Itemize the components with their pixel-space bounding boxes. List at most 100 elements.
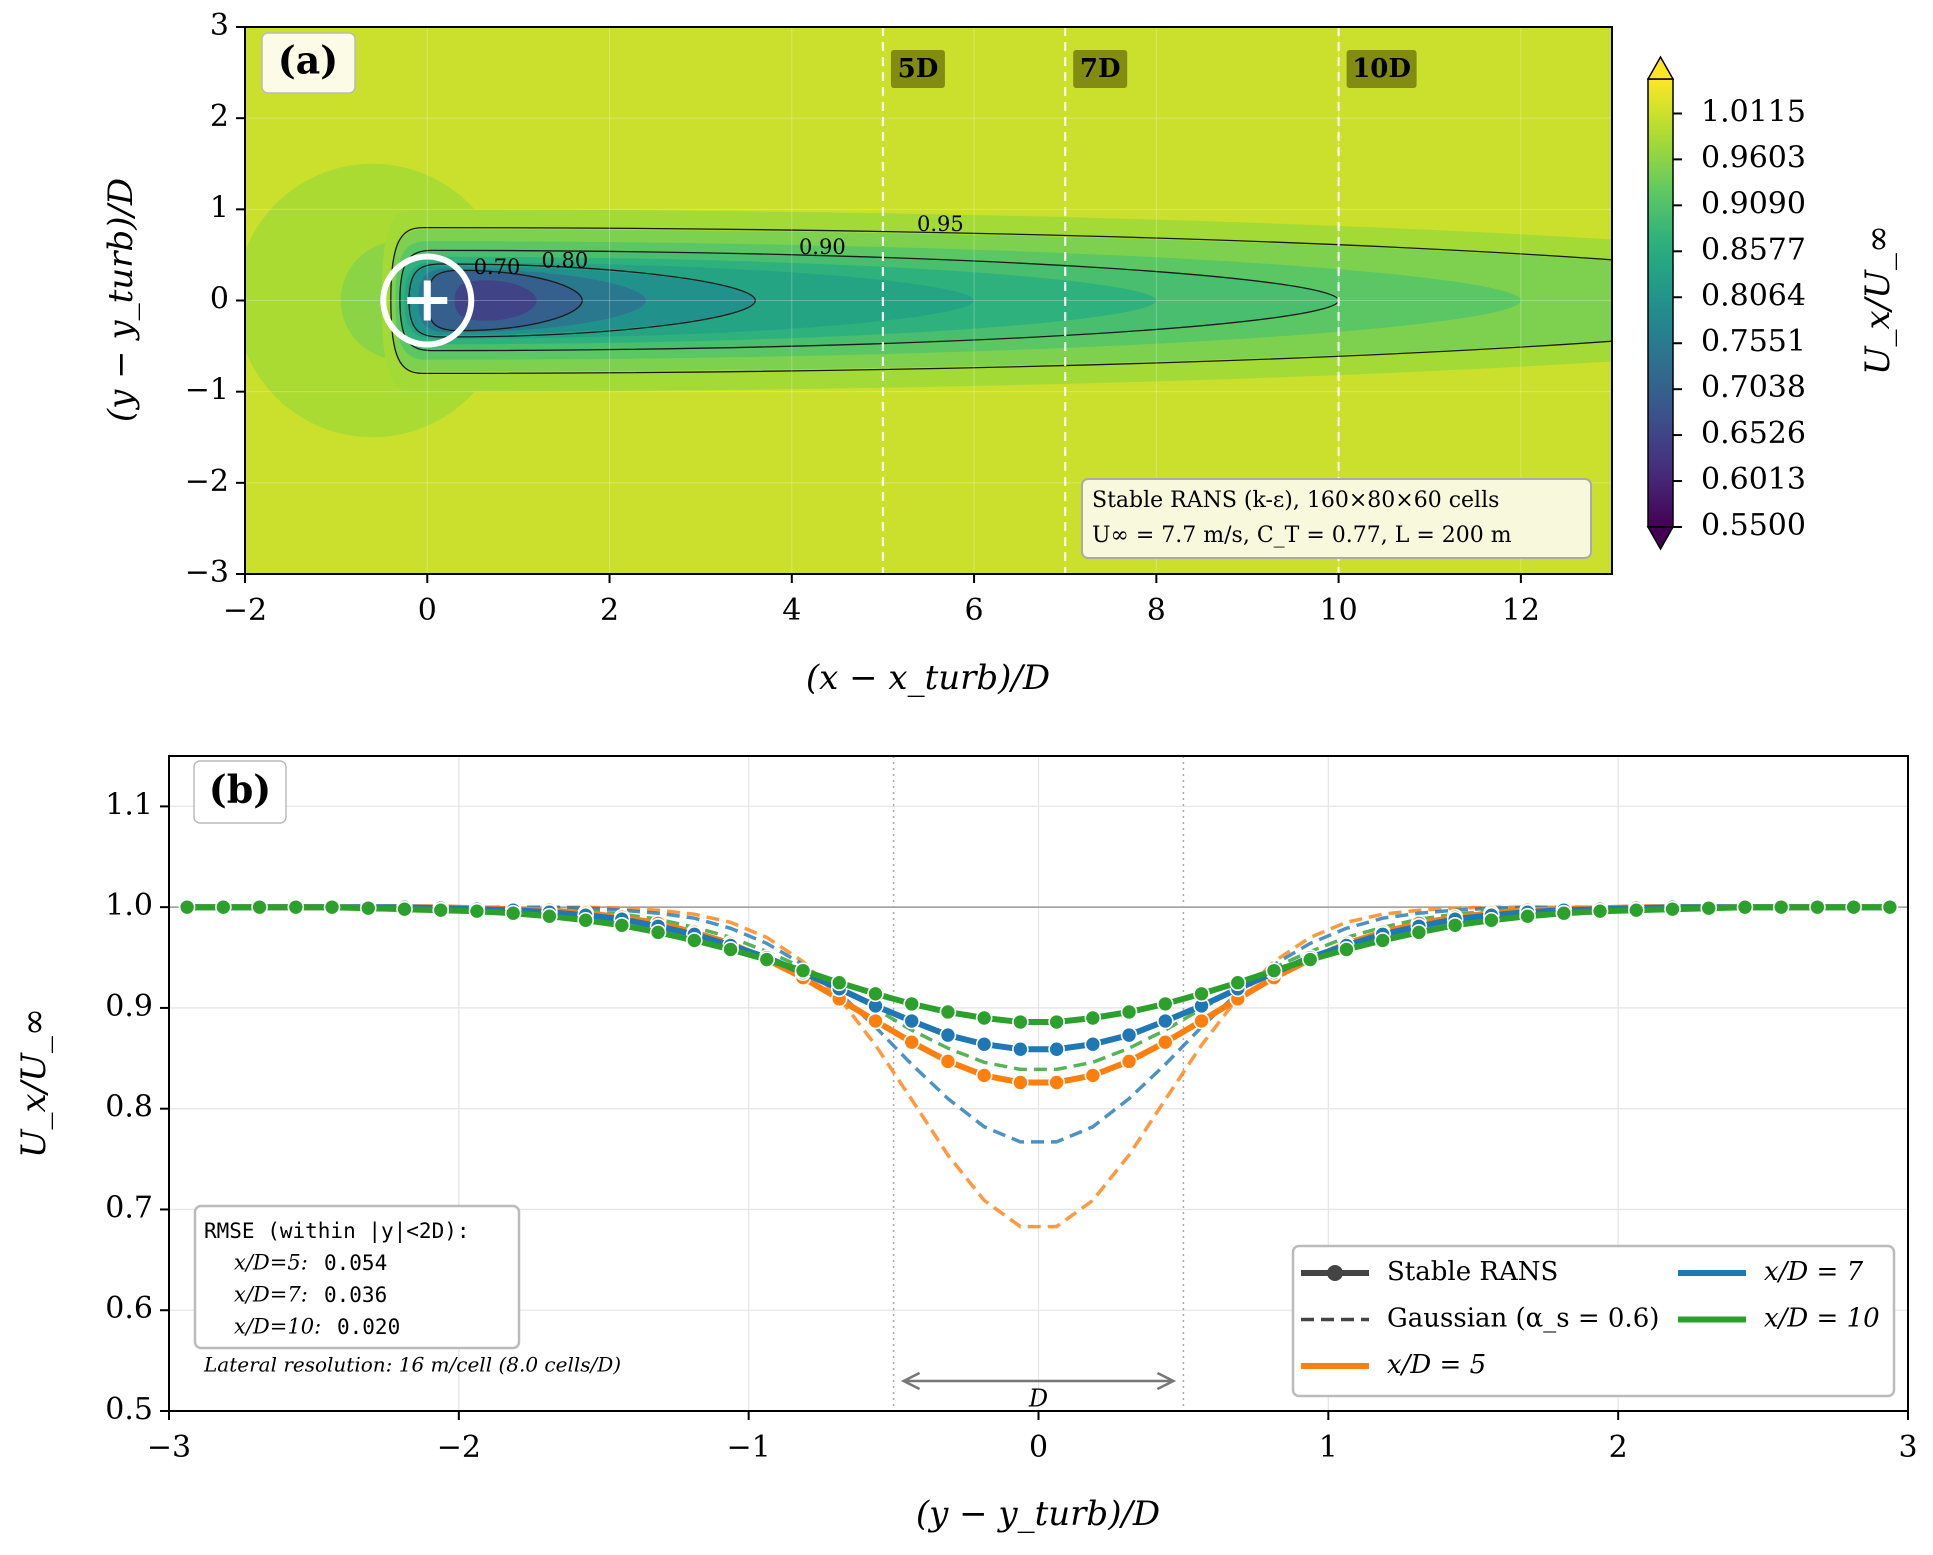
rans-marker: [1048, 1074, 1065, 1091]
rotor-arrow: [900, 1371, 1177, 1391]
panel-label-box: [193, 760, 287, 824]
downstream-label-box: [1073, 50, 1128, 88]
y-tick-label: 1.1: [105, 787, 153, 822]
panel-label-box: [261, 32, 356, 94]
y-tick-label: 0.5: [105, 1392, 153, 1427]
colorbar-tick-label: 0.9603: [1701, 140, 1806, 175]
rans-marker: [794, 962, 812, 979]
y-tick-label: 2: [210, 99, 229, 134]
x-tick-label: 0: [1029, 1430, 1048, 1465]
rans-marker: [686, 932, 703, 949]
rans-marker: [1845, 898, 1862, 916]
annotation: Stable RANS (k-ε), 160×80×60 cells: [1092, 488, 1499, 513]
x-tick-label: −3: [147, 1430, 191, 1465]
colorbar-tick-label: 0.5500: [1701, 508, 1806, 543]
rans-marker: [1084, 1035, 1102, 1053]
downstream-label: 10D: [1352, 54, 1411, 84]
x-tick-label: 6: [965, 593, 984, 628]
rans-marker: [1301, 951, 1319, 968]
panel-label: (a): [278, 38, 339, 83]
rans-marker: [939, 1053, 957, 1070]
rans-marker: [867, 985, 884, 1003]
y-tick-label: −1: [185, 373, 229, 408]
rans-marker: [867, 1012, 884, 1030]
rotor-label: D: [1028, 1385, 1048, 1413]
rmse-box: [193, 1204, 521, 1350]
rans-marker: [613, 916, 631, 934]
rans-marker: [830, 974, 848, 992]
y-tick-label: 0.8: [105, 1090, 153, 1125]
rmse-value: 0.054: [324, 1251, 387, 1275]
x-tick-label: −2: [437, 1430, 481, 1465]
rans-marker: [1519, 907, 1536, 925]
x-tick-label: 2: [1609, 1430, 1628, 1465]
x-tick-label: 0: [418, 593, 437, 628]
downstream-label-box: [890, 50, 945, 88]
rans-marker: [178, 898, 196, 916]
x-tick-label: 1: [1319, 1430, 1338, 1465]
y-tick-label: −2: [185, 464, 229, 499]
rans-marker: [1157, 995, 1174, 1013]
y-tick-label: 3: [210, 8, 229, 43]
annotation: U∞ = 7.7 m/s, C_T = 0.77, L = 200 m: [1092, 523, 1512, 548]
downstream-label: 5D: [898, 54, 939, 84]
rans-marker: [1265, 962, 1283, 979]
rans-marker: [1048, 1040, 1065, 1058]
note: Lateral resolution: 16 m/cell (8.0 cells…: [203, 1353, 621, 1377]
rans-marker: [903, 1033, 920, 1051]
legend-label: x/D = 7: [1764, 1257, 1864, 1287]
rans-marker: [1483, 911, 1500, 929]
rans-marker: [1664, 900, 1681, 918]
rans-marker: [1229, 974, 1247, 992]
rans-marker: [1809, 898, 1826, 916]
y-axis-label: (y − y_turb)/D: [101, 178, 141, 422]
rmse-label: x/D=5:: [234, 1251, 308, 1275]
profiles: [169, 756, 1908, 1411]
rans-marker: [1157, 1012, 1174, 1030]
legend-label: x/D = 10: [1764, 1304, 1880, 1334]
rans-marker: [287, 898, 305, 916]
y-axis-label: U_x/U_∞: [14, 1008, 54, 1158]
colorbar-tick-label: 0.6013: [1701, 462, 1806, 497]
rans-marker: [1555, 904, 1573, 922]
field: 0.95 0.90 0.80 0.70: [245, 27, 1612, 574]
rans-marker: [649, 924, 667, 941]
colorbar-tick-label: 0.7038: [1701, 370, 1806, 405]
rans-marker: [251, 898, 268, 916]
rans-marker: [1012, 1013, 1029, 1031]
wake-region: [454, 280, 537, 321]
rmse-title: RMSE (within |y|<2D):: [204, 1219, 470, 1244]
rans-marker: [1084, 1067, 1102, 1084]
contour-label: 0.80: [541, 249, 588, 273]
y-tick-label: 1.0: [105, 888, 153, 923]
rans-marker: [504, 904, 522, 922]
rans-marker: [1084, 1009, 1102, 1027]
rans-marker: [1736, 898, 1754, 916]
rans-marker: [432, 901, 450, 919]
y-tick-label: 0.9: [105, 989, 153, 1024]
colorbar-tick-label: 0.9090: [1701, 186, 1806, 221]
rans-marker: [903, 995, 920, 1013]
rans-marker: [903, 1012, 920, 1030]
y-tick-label: −3: [185, 555, 229, 590]
rans-marker: [1120, 1053, 1138, 1070]
turbine-hub: [407, 280, 448, 321]
rans-marker: [1338, 941, 1355, 958]
x-axis-label: (y − y_turb)/D: [916, 1494, 1160, 1534]
rans-marker: [975, 1035, 993, 1053]
colorbar-tick-label: 0.8064: [1701, 278, 1806, 313]
rans-marker: [1410, 924, 1428, 941]
x-tick-label: 10: [1320, 593, 1358, 628]
contour-line: [390, 226, 1612, 375]
rmse-label: x/D=7:: [234, 1283, 308, 1307]
rans-marker: [1157, 1033, 1174, 1051]
x-tick-label: 2: [600, 593, 619, 628]
rans-marker: [1374, 932, 1391, 949]
rans-marker: [1012, 1040, 1029, 1058]
y-tick-label: 0.6: [105, 1291, 153, 1326]
downstream-label: 7D: [1080, 54, 1121, 84]
legend-label: x/D = 5: [1387, 1350, 1486, 1380]
legend-marker: [1327, 1265, 1343, 1281]
rans-marker: [1627, 901, 1645, 919]
rans-marker: [1193, 1012, 1210, 1030]
